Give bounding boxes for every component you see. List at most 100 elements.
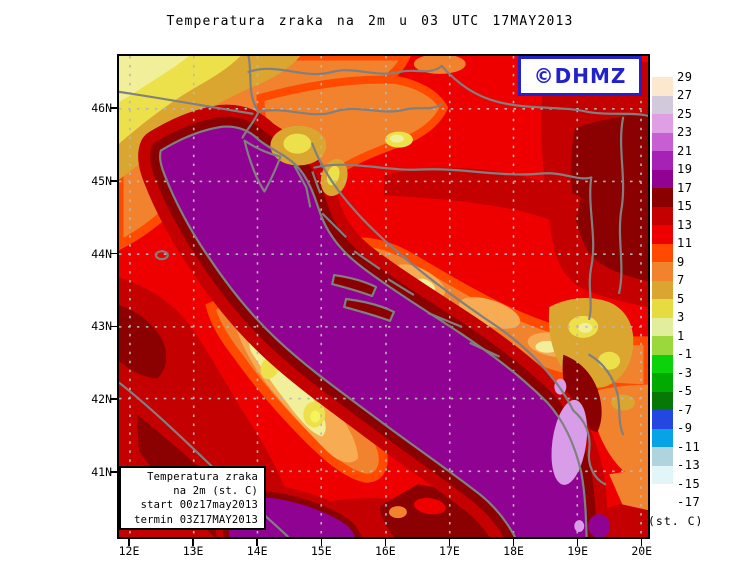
adriatic-purple bbox=[160, 126, 587, 537]
island-kornati bbox=[387, 278, 415, 296]
lat-label: 43N bbox=[91, 319, 112, 334]
axis-tick-bottom bbox=[384, 539, 387, 546]
colorbar-swatch bbox=[652, 484, 673, 503]
colorbar-label: -3 bbox=[677, 365, 693, 380]
axis-tick-left bbox=[110, 325, 117, 328]
axis-tick-left bbox=[110, 180, 117, 182]
colorbar-label: 1 bbox=[677, 328, 685, 343]
west-italy-maroon-1 bbox=[119, 304, 167, 379]
corner-purple-blob bbox=[588, 514, 611, 537]
lat-label: 45N bbox=[91, 173, 112, 188]
axis-tick-bottom bbox=[192, 539, 194, 546]
colorbar-label: -7 bbox=[677, 402, 693, 417]
hungary-border bbox=[440, 64, 648, 117]
po-river bbox=[119, 90, 254, 115]
alps-pale-yellow-corner bbox=[119, 56, 189, 102]
lon-label: 12E bbox=[118, 544, 140, 558]
island-krk bbox=[311, 171, 322, 194]
slovenia-croatia-border bbox=[257, 102, 443, 116]
axis-tick-bottom bbox=[256, 539, 258, 546]
colorbar-swatch bbox=[652, 243, 673, 263]
island-dugi-otok bbox=[353, 250, 381, 271]
colorbar-label: -9 bbox=[677, 421, 693, 435]
colorbar-swatch bbox=[652, 447, 673, 466]
axis-tick-left bbox=[110, 398, 117, 400]
colorbar-swatch bbox=[652, 225, 673, 244]
lon-label: 16E bbox=[374, 544, 396, 558]
colorbar-label: 27 bbox=[677, 88, 693, 102]
colorbar-label: 9 bbox=[677, 254, 685, 269]
top-edge-orange-patch bbox=[413, 56, 466, 74]
island-brac bbox=[331, 273, 378, 298]
colorbar-swatch bbox=[652, 299, 673, 318]
legend-line-2: na 2m (st. C) bbox=[173, 485, 258, 498]
albania-border bbox=[588, 353, 625, 436]
lon-label: 18E bbox=[503, 544, 524, 558]
lat-label: 46N bbox=[91, 100, 112, 115]
colorbar-swatch bbox=[652, 280, 673, 300]
colorbar-swatch bbox=[652, 206, 673, 226]
lon-label: 19E bbox=[567, 544, 589, 558]
axis-tick-bottom bbox=[128, 539, 130, 546]
colorbar-label: 15 bbox=[677, 199, 693, 213]
lat-label: 44N bbox=[91, 246, 112, 261]
lon-label: 20E bbox=[631, 544, 653, 558]
legend-line-1: Temperatura zraka bbox=[147, 471, 258, 483]
montenegro-border bbox=[572, 409, 607, 486]
island-korcula bbox=[427, 311, 463, 328]
croatia-bosnia-border bbox=[311, 142, 575, 412]
page-title: Temperatura zraka na 2m u 03 UTC 17MAY20… bbox=[166, 14, 574, 29]
temperature-map bbox=[119, 56, 648, 537]
colorbar-swatch bbox=[652, 410, 673, 429]
colorbar-label: -5 bbox=[677, 384, 693, 398]
colorbar-swatch bbox=[652, 262, 673, 281]
colorbar-swatch bbox=[652, 151, 673, 170]
island-hvar bbox=[343, 297, 396, 322]
serbia-border bbox=[618, 116, 625, 295]
colorbar-swatch bbox=[652, 114, 673, 133]
colorbar-label: 7 bbox=[677, 273, 685, 287]
axis-tick-bottom bbox=[448, 539, 451, 546]
axis-tick-left bbox=[110, 252, 117, 255]
colorbar-swatch bbox=[652, 132, 673, 152]
colorbar-label: 23 bbox=[677, 125, 693, 139]
drina-border bbox=[588, 176, 595, 321]
lon-label: 14E bbox=[246, 544, 268, 558]
albania-orange-region bbox=[593, 384, 648, 485]
istria-outline bbox=[243, 139, 282, 193]
colorbar-swatch bbox=[652, 373, 673, 392]
colorbar-label: 19 bbox=[677, 162, 693, 176]
colorbar-label: -17 bbox=[677, 495, 701, 509]
country-borders bbox=[119, 56, 648, 486]
colorbar-swatch bbox=[652, 336, 673, 355]
adriatic-coastline bbox=[158, 125, 588, 537]
colorbar-label: 13 bbox=[677, 217, 693, 232]
colorbar-swatch bbox=[652, 95, 673, 115]
colorbar-swatch bbox=[652, 391, 673, 411]
colorbar-label: 25 bbox=[677, 106, 693, 121]
colorbar-label: 17 bbox=[677, 180, 693, 195]
island-pag bbox=[321, 212, 347, 239]
colorbar-swatch bbox=[652, 169, 673, 189]
colorbar-label: 3 bbox=[677, 310, 685, 324]
colorbar-label: -13 bbox=[677, 458, 701, 472]
legend-line-3: start 00z17may2013 bbox=[140, 499, 258, 512]
map-area: ©DHMZ Temperatura zraka na 2m (st. C) st… bbox=[117, 54, 650, 539]
colorbar-swatch bbox=[652, 77, 673, 96]
colorbar-swatch bbox=[652, 188, 673, 207]
colorbar-swatch bbox=[652, 465, 673, 485]
axis-tick-left bbox=[110, 471, 117, 473]
lon-label: 17E bbox=[439, 544, 460, 558]
lon-label: 15E bbox=[310, 544, 332, 558]
island-cres bbox=[293, 165, 312, 208]
axis-tick-bottom bbox=[320, 539, 323, 546]
colorbar-swatch bbox=[652, 428, 673, 448]
small-island bbox=[154, 250, 169, 261]
albania-maroon-blob bbox=[562, 354, 602, 433]
axis-tick-left bbox=[110, 107, 117, 109]
lat-label: 42N bbox=[91, 392, 112, 407]
map-legend: Temperatura zraka na 2m (st. C) start 00… bbox=[119, 466, 266, 530]
gargano-maroon bbox=[380, 484, 510, 537]
austria-border bbox=[247, 64, 443, 76]
